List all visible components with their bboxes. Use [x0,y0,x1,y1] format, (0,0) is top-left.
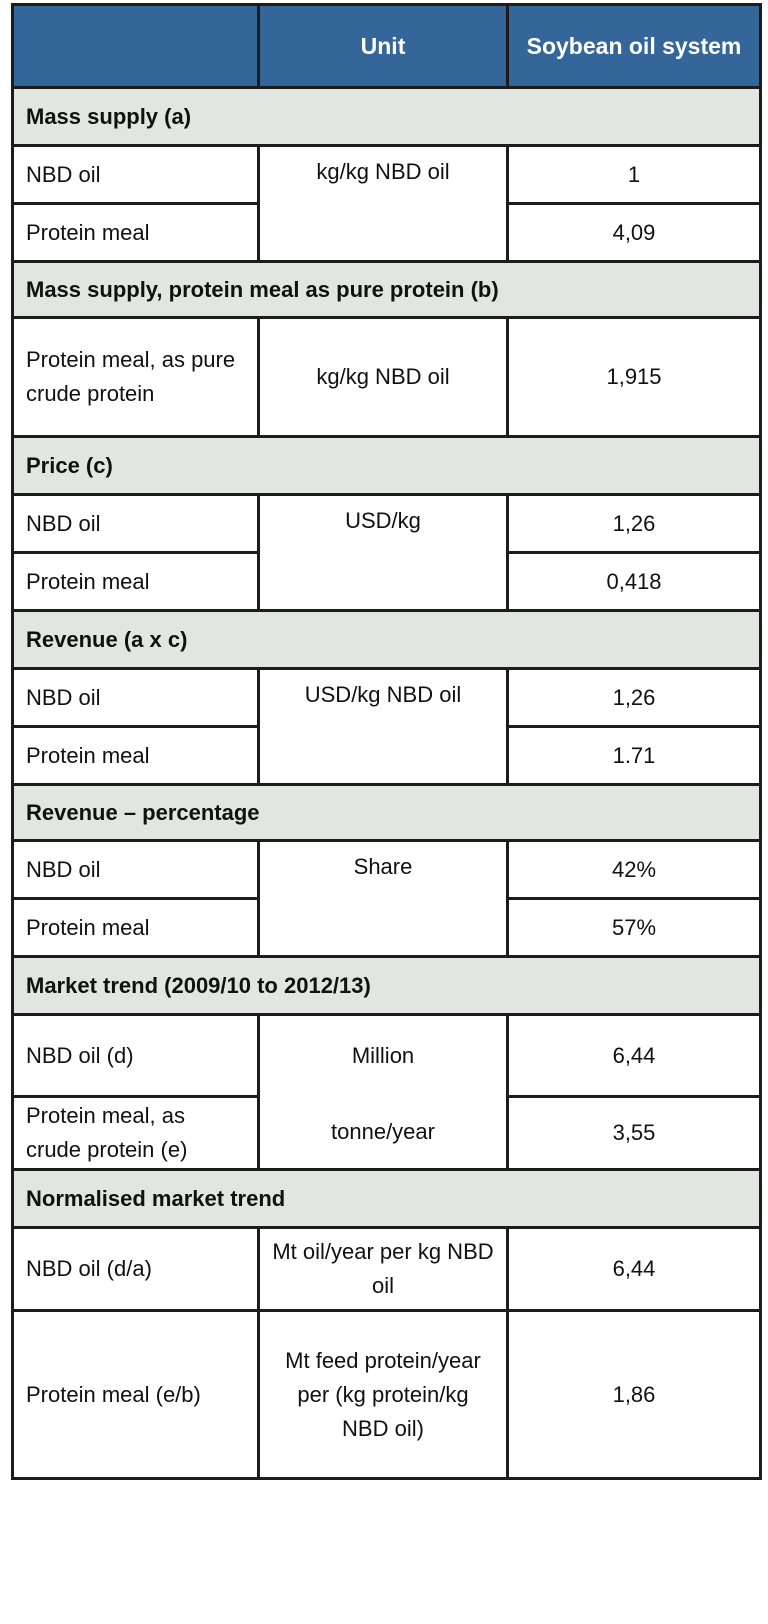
value-cell: 1,26 [506,667,762,728]
table-row: NBD oil (d/a) Mt oil/year per kg NBD oil… [11,1226,762,1312]
value-cell: 6,44 [506,1013,762,1098]
row-label: NBD oil [11,493,260,554]
header-unit: Unit [257,3,509,89]
unit-cell: kg/kg NBD oil [257,316,509,438]
unit-cell-bottom: tonne/year [257,1096,509,1171]
value-cell: 1,26 [506,493,762,554]
table-row: Protein meal 0,418 [11,551,762,612]
section-title-normalised-market-trend: Normalised market trend [11,1168,762,1229]
section-title-market-trend: Market trend (2009/10 to 2012/13) [11,955,762,1016]
table-row: NBD oil kg/kg NBD oil 1 [11,144,762,263]
value-cell: 3,55 [506,1095,762,1171]
row-label: NBD oil [11,144,260,205]
table-row: Protein meal, as crude protein (e) tonne… [11,1095,762,1171]
row-label: NBD oil [11,667,260,728]
row-label: Protein meal [11,897,260,958]
value-cell: 4,09 [506,202,762,263]
value-cell: 1 [506,144,762,205]
section-row: Normalised market trend [11,1168,762,1229]
value-cell: 1,86 [506,1309,762,1480]
row-label: NBD oil (d/a) [11,1226,260,1312]
value-cell: 0,418 [506,551,762,612]
section-title-revenue: Revenue (a x c) [11,609,762,670]
table-row: Protein meal, as pure crude protein kg/k… [11,316,762,438]
row-label: NBD oil (d) [11,1013,260,1098]
section-title-mass-supply-pure-protein: Mass supply, protein meal as pure protei… [11,260,762,319]
section-row: Revenue – percentage [11,783,762,842]
table-row: Protein meal (e/b) Mt feed protein/year … [11,1309,762,1480]
value-cell: 6,44 [506,1226,762,1312]
unit-cell-top: Million [257,1013,509,1097]
table-row: NBD oil (d) Million 6,44 [11,1013,762,1098]
table-row: NBD oil USD/kg 1,26 [11,493,762,612]
row-label: Protein meal [11,202,260,263]
row-label: Protein meal [11,725,260,786]
value-cell: 1.71 [506,725,762,786]
unit-cell: Mt oil/year per kg NBD oil [257,1226,509,1312]
section-row: Mass supply (a) [11,86,762,147]
value-cell: 42% [506,839,762,900]
section-row: Mass supply, protein meal as pure protei… [11,260,762,319]
table-row: Protein meal 1.71 [11,725,762,786]
value-cell: 1,915 [506,316,762,438]
table-row: NBD oil Share 42% [11,839,762,958]
unit-cell: kg/kg NBD oil [257,144,509,263]
table-row: Protein meal 4,09 [11,202,762,263]
row-label: Protein meal, as crude protein (e) [11,1095,260,1171]
row-label: NBD oil [11,839,260,900]
value-cell: 57% [506,897,762,958]
section-row: Market trend (2009/10 to 2012/13) [11,955,762,1016]
section-row: Price (c) [11,435,762,496]
header-soybean-oil-system: Soybean oil system [506,3,762,89]
unit-cell: Mt feed protein/year per (kg protein/kg … [257,1309,509,1480]
header-row: Unit Soybean oil system [11,3,762,89]
unit-cell: Share [257,839,509,958]
table-row: NBD oil USD/kg NBD oil 1,26 [11,667,762,786]
section-title-mass-supply: Mass supply (a) [11,86,762,147]
row-label: Protein meal, as pure crude protein [11,316,260,438]
section-row: Revenue (a x c) [11,609,762,670]
row-label: Protein meal (e/b) [11,1309,260,1480]
section-title-revenue-percentage: Revenue – percentage [11,783,762,842]
soybean-oil-system-table: Unit Soybean oil system Mass supply (a) … [11,3,762,1480]
row-label: Protein meal [11,551,260,612]
unit-cell: USD/kg NBD oil [257,667,509,786]
header-empty [11,3,260,89]
section-title-price: Price (c) [11,435,762,496]
table-row: Protein meal 57% [11,897,762,958]
unit-cell: USD/kg [257,493,509,612]
